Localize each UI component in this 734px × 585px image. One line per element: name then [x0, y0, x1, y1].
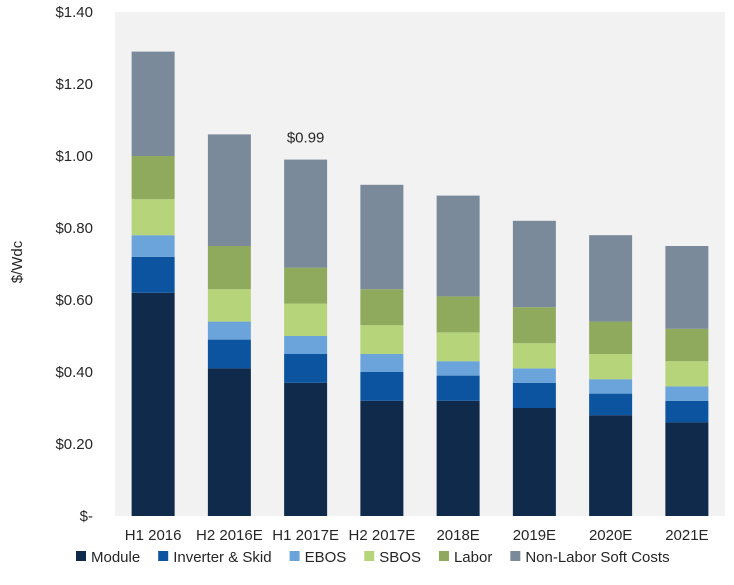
x-tick-label-5: 2019E — [513, 527, 556, 544]
bar-segment-3-2 — [360, 354, 404, 372]
legend-label-1: Inverter & Skid — [173, 549, 271, 566]
bar-segment-0-1 — [131, 256, 175, 293]
x-tick-label-1: H2 2016E — [196, 527, 263, 544]
bar-segment-2-2 — [284, 336, 328, 354]
y-tick-label-6: $1.20 — [55, 76, 93, 93]
x-tick-label-0: H1 2016 — [125, 527, 182, 544]
bar-segment-6-0 — [589, 415, 633, 516]
bar-stack-1 — [207, 134, 251, 516]
bar-segment-1-3 — [207, 289, 251, 322]
bar-segment-7-0 — [665, 422, 709, 516]
bar-segment-6-1 — [589, 393, 633, 416]
legend-swatch-0 — [76, 551, 86, 561]
x-tick-label-2: H1 2017E — [272, 527, 339, 544]
bar-stack-0 — [131, 51, 175, 516]
legend-label-3: SBOS — [379, 549, 421, 566]
bar-segment-6-5 — [589, 235, 633, 322]
bar-stack-5 — [512, 220, 556, 516]
x-tick-label-6: 2020E — [589, 527, 632, 544]
bar-segment-1-0 — [207, 368, 251, 516]
bar-segment-2-0 — [284, 382, 328, 516]
bar-segment-3-4 — [360, 289, 404, 326]
bar-segment-5-0 — [512, 408, 556, 516]
bar-segment-0-3 — [131, 199, 175, 236]
bar-segment-5-2 — [512, 368, 556, 383]
legend-swatch-4 — [438, 551, 449, 561]
bar-segment-2-4 — [284, 267, 328, 304]
bar-segment-2-5 — [284, 159, 328, 268]
bar-segment-4-4 — [436, 296, 480, 333]
plot-area — [115, 12, 725, 516]
bar-segment-1-5 — [207, 134, 251, 246]
y-tick-label-0: $- — [80, 508, 93, 525]
y-tick-label-1: $0.20 — [55, 436, 93, 453]
y-tick-label-4: $0.80 — [55, 220, 93, 237]
y-tick-label-3: $0.60 — [55, 292, 93, 309]
bar-segment-5-1 — [512, 382, 556, 408]
bar-segment-7-3 — [665, 361, 709, 387]
bar-segment-6-3 — [589, 354, 633, 380]
bar-segment-3-0 — [360, 400, 404, 516]
bar-segment-4-3 — [436, 332, 480, 362]
bar-segment-2-3 — [284, 303, 328, 336]
bar-segment-0-2 — [131, 235, 175, 257]
bars — [131, 51, 709, 516]
y-tick-label-7: $1.40 — [55, 4, 93, 21]
legend-label-5: Non-Labor Soft Costs — [525, 549, 669, 566]
bar-segment-4-5 — [436, 195, 480, 297]
bar-segment-7-4 — [665, 328, 709, 362]
bar-segment-6-4 — [589, 321, 633, 354]
legend-swatch-1 — [158, 551, 169, 561]
bar-segment-7-2 — [665, 386, 709, 401]
y-tick-label-5: $1.00 — [55, 148, 93, 165]
x-tick-label-4: 2018E — [436, 527, 479, 544]
legend-label-4: Labor — [454, 549, 492, 566]
bar-segment-5-3 — [512, 343, 556, 369]
bar-segment-0-0 — [131, 292, 175, 516]
bar-segment-5-4 — [512, 307, 556, 344]
y-axis-label: $/Wdc — [9, 240, 26, 283]
bar-segment-1-4 — [207, 246, 251, 290]
bar-segment-3-3 — [360, 325, 404, 354]
bar-stack-7 — [665, 246, 709, 516]
bar-segment-3-1 — [360, 372, 404, 401]
bar-segment-1-1 — [207, 339, 251, 369]
bar-stack-3 — [360, 184, 404, 516]
bar-segment-4-1 — [436, 375, 480, 401]
legend-label-0: Module — [91, 549, 140, 566]
bar-segment-0-5 — [131, 51, 175, 156]
bar-segment-4-2 — [436, 361, 480, 376]
bar-segment-2-1 — [284, 354, 328, 383]
bar-segment-4-0 — [436, 400, 480, 516]
bar-segment-7-5 — [665, 246, 709, 329]
bar-segment-7-1 — [665, 400, 709, 423]
bar-stack-6 — [589, 235, 633, 516]
bar-stack-4 — [436, 195, 480, 516]
bar-segment-0-4 — [131, 156, 175, 200]
bar-segment-6-2 — [589, 379, 633, 394]
annotations: $0.99 — [287, 130, 325, 147]
bar-segment-1-2 — [207, 321, 251, 340]
x-tick-label-7: 2021E — [665, 527, 708, 544]
y-tick-label-2: $0.40 — [55, 364, 93, 381]
legend-swatch-3 — [364, 551, 375, 561]
legend-swatch-2 — [289, 551, 300, 561]
x-axis: H1 2016 H2 2016E H1 2017E H2 2017E 2018E 2019… — [125, 527, 709, 544]
annotation-label-0: $0.99 — [287, 130, 325, 147]
bar-segment-5-5 — [512, 220, 556, 308]
legend: Module Inverter & Skid EBOS SBOS Labor Non-La… — [76, 549, 670, 566]
bar-segment-3-5 — [360, 184, 404, 290]
legend-swatch-5 — [510, 551, 521, 561]
bar-stack-2 — [284, 159, 328, 516]
legend-label-2: EBOS — [305, 549, 347, 566]
y-axis: $- $0.20 $0.40 $0.60 $0.80 $1.00 $1.20 $1.40 — [55, 4, 93, 525]
x-tick-label-3: H2 2017E — [349, 527, 416, 544]
